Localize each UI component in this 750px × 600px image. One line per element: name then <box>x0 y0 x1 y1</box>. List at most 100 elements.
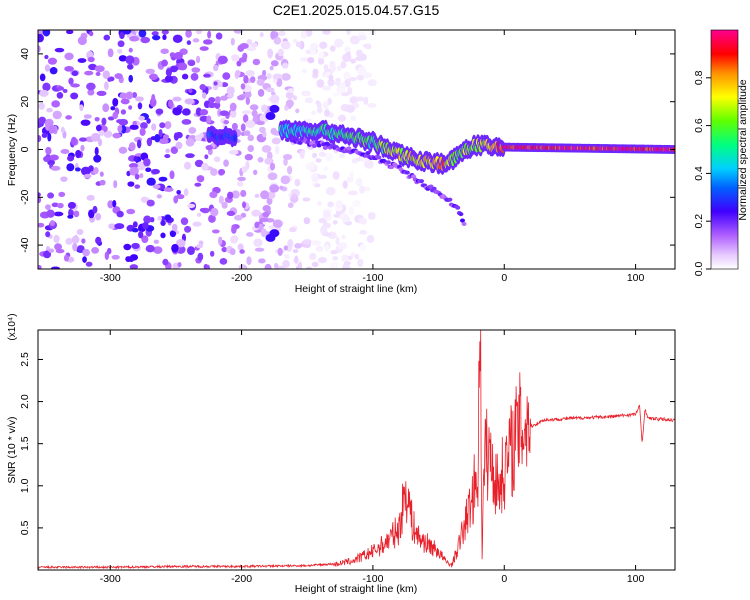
spectrogram-cell <box>116 210 124 218</box>
spectrogram-cell <box>110 106 116 111</box>
spectrogram-cell <box>350 115 357 121</box>
spectrogram-cell <box>257 157 264 163</box>
spectrogram-cell <box>44 54 49 60</box>
spectrogram-cell <box>294 243 302 249</box>
spectrogram-cell <box>168 99 174 108</box>
spectrogram-cell <box>171 243 179 253</box>
spectrogram-cell <box>94 146 99 156</box>
spectrogram-cell <box>76 229 84 235</box>
spectrogram-cell <box>229 149 239 155</box>
spectrogram-cell <box>55 248 65 254</box>
x-tick-label: -100 <box>362 272 383 284</box>
colorbar-tick-label: 0.2 <box>693 214 705 229</box>
spectrogram-cell <box>67 155 75 162</box>
spectrogram-cell <box>301 90 311 97</box>
spectrogram-cell <box>177 262 182 268</box>
spectrogram-cell <box>94 65 105 73</box>
spectrogram-cell <box>240 189 247 197</box>
spectrogram-cell <box>212 64 219 72</box>
spectrogram-cell <box>132 221 138 228</box>
spectrogram-cell <box>38 116 47 125</box>
spectrogram-cell <box>80 144 85 152</box>
spectrogram-cell <box>169 230 177 238</box>
spectrogram-cell <box>258 258 266 264</box>
x-tick-label: 0 <box>501 573 507 585</box>
spectrogram-cell <box>335 210 342 216</box>
spectrogram-cell <box>157 216 162 221</box>
spectrogram-cell <box>307 56 315 64</box>
spectrogram-cells <box>38 30 675 269</box>
spectrogram-cell <box>171 223 178 232</box>
spectrogram-cell <box>237 44 245 52</box>
spectrogram-cell <box>195 30 203 35</box>
spectrogram-cell <box>267 172 278 181</box>
y-tick-label: 2.0 <box>19 394 31 409</box>
spectrogram-cell <box>330 249 338 255</box>
colorbar-gradient <box>710 29 739 270</box>
spectrogram-cell <box>169 52 176 58</box>
spectrogram-cell <box>131 242 140 250</box>
spectrogram-cell <box>175 239 186 248</box>
spectrogram-cell <box>309 252 317 261</box>
spectrogram-cell <box>138 115 145 121</box>
spectrogram-cell <box>300 30 307 39</box>
spectrogram-cell <box>267 191 276 200</box>
spectrogram-cell <box>265 87 275 93</box>
spectrogram-cell <box>280 40 291 50</box>
spectrogram-cell <box>315 158 322 163</box>
spectrogram-cell <box>273 36 282 45</box>
spectrogram-cell <box>38 33 44 43</box>
spectrogram-cell <box>128 162 139 169</box>
spectrogram-cell <box>141 235 149 244</box>
spectrogram-cell <box>244 153 253 161</box>
spectrogram-cell <box>129 124 139 130</box>
spectrogram-cell <box>132 121 137 126</box>
spectrogram-cell <box>103 34 111 41</box>
spectrogram-cell <box>281 73 291 81</box>
y-tick-label: 20 <box>19 96 31 108</box>
spectrogram-cell <box>233 134 238 143</box>
spectrogram-cell <box>38 264 42 269</box>
spectrogram-cell <box>161 30 169 35</box>
spectrogram-x-axis: -300 -200 -100 0 100 <box>100 30 645 284</box>
spectrogram-cell <box>86 194 95 201</box>
spectrogram-cell <box>314 183 321 188</box>
spectrogram-cell <box>71 235 80 244</box>
spectrogram-cell <box>292 95 298 101</box>
spectrogram-cell <box>44 64 51 72</box>
colorbar: 0.0 0.2 0.4 0.6 0.8 Normalized spectral ampl… <box>693 29 749 276</box>
spectrogram-cell <box>80 166 91 176</box>
spectrogram-cell <box>277 48 284 57</box>
spectrogram-cell <box>107 48 114 58</box>
spectrogram-cell <box>354 253 360 260</box>
spectrogram-cell <box>292 38 298 44</box>
spectrogram-cell <box>125 91 134 100</box>
spectrogram-cell <box>283 245 288 251</box>
spectrogram-cell <box>145 244 155 253</box>
spectrogram-cell <box>304 97 313 104</box>
spectrogram-cell <box>56 91 64 99</box>
spectrogram-cell <box>118 55 127 62</box>
spectrogram-cell <box>139 127 146 136</box>
spectrogram-cell <box>60 176 68 182</box>
spectrogram-cell <box>340 61 347 69</box>
spectrogram-cell <box>226 210 236 216</box>
spectrogram-cell <box>280 175 291 185</box>
spectrogram-cell <box>231 122 238 131</box>
spectrogram-cell <box>318 51 325 59</box>
spectrogram-cell <box>185 153 195 159</box>
spectrogram-cell <box>359 243 367 252</box>
spectrogram-cell <box>265 233 276 242</box>
spectrogram-cell <box>67 214 74 219</box>
spectrogram-cell <box>107 77 112 82</box>
spectrogram-cell <box>181 119 192 125</box>
spectrogram-cell <box>203 73 211 78</box>
spectrogram-cell <box>343 71 351 81</box>
x-tick-label: -100 <box>362 573 383 585</box>
spectrogram-cell <box>237 176 246 182</box>
spectrogram-cell <box>38 135 42 142</box>
spectrogram-cell <box>367 212 376 220</box>
spectrogram-cell <box>183 188 189 197</box>
spectrogram-cell <box>131 227 139 233</box>
spectrogram-cell <box>269 162 276 171</box>
